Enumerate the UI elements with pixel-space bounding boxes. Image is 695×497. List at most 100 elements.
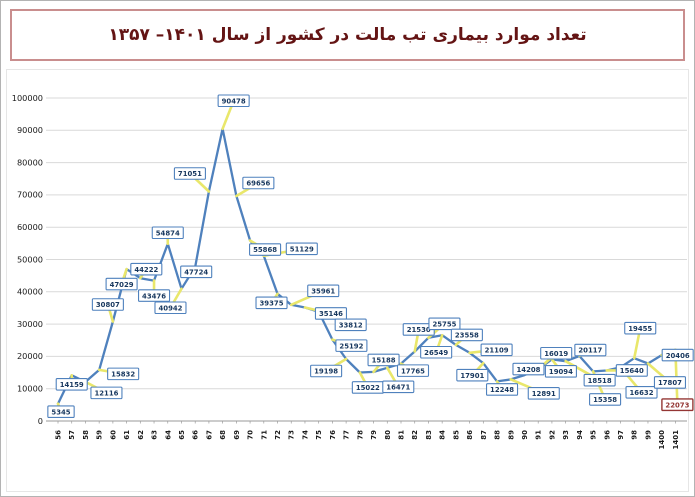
x-tick-label: 97 [617, 430, 625, 440]
x-tick-label: 82 [411, 430, 419, 440]
data-label-box [335, 339, 368, 352]
x-tick-label: 1401 [672, 430, 680, 450]
data-label-value: 51129 [290, 246, 314, 254]
data-label-value: 15188 [372, 357, 396, 365]
data-label-box [180, 265, 213, 279]
data-label-box [255, 296, 288, 310]
data-label-box [285, 242, 318, 256]
x-tick-label: 98 [631, 430, 639, 440]
data-label-box [420, 345, 453, 359]
data-label-box [653, 376, 687, 389]
x-tick-label: 84 [439, 430, 447, 440]
data-label-box [456, 368, 489, 382]
data-label-box [428, 317, 461, 331]
series-line [56, 127, 677, 405]
x-tick-label: 65 [178, 430, 186, 440]
data-label-box [105, 277, 138, 291]
data-label-box [249, 243, 282, 256]
y-tick-label: 0 [38, 416, 43, 426]
data-label-value: 21530 [407, 326, 431, 334]
data-label-value: 54874 [156, 229, 180, 237]
data-label-value: 15640 [620, 367, 644, 375]
data-label-value: 12116 [94, 390, 118, 398]
data-label-box [217, 94, 250, 108]
data-label-box [367, 353, 400, 367]
data-label-value: 17901 [460, 372, 484, 380]
data-label-box [90, 386, 123, 400]
data-label-value: 15832 [111, 371, 135, 379]
data-label-value: 55868 [253, 246, 277, 254]
x-tick-label: 95 [590, 430, 598, 440]
y-tick-label: 40000 [17, 287, 43, 297]
data-label-value: 71051 [178, 170, 202, 178]
data-label-value: 15358 [593, 396, 617, 404]
x-tick-label: 1400 [658, 430, 666, 450]
y-tick-label: 70000 [17, 190, 43, 200]
x-tick-label: 92 [548, 430, 556, 440]
data-label-value: 35961 [311, 288, 335, 296]
y-tick-label: 30000 [17, 319, 43, 329]
data-label-box [382, 380, 415, 394]
data-label-value: 26549 [424, 349, 448, 357]
data-label-value: 16471 [386, 383, 410, 391]
data-label-box [540, 346, 573, 360]
data-label-box [625, 385, 658, 399]
data-label-value: 69656 [246, 180, 270, 188]
y-tick-label: 20000 [17, 351, 43, 361]
data-label-box [130, 262, 163, 276]
data-label-box [661, 348, 694, 362]
x-tick-label: 89 [507, 430, 515, 440]
x-tick-label: 83 [425, 430, 433, 440]
data-label-box [137, 289, 171, 302]
data-label-box [310, 364, 343, 378]
data-label-box-highlighted [661, 398, 694, 412]
data-label-value: 12891 [532, 390, 556, 398]
data-label-value: 30807 [96, 301, 120, 309]
data-label-box [314, 307, 348, 320]
y-tick-label: 100000 [12, 93, 43, 103]
x-tick-label: 64 [164, 430, 172, 440]
y-tick-label: 50000 [17, 254, 43, 264]
data-label-value: 19094 [549, 368, 573, 376]
x-tick-label: 80 [384, 430, 392, 440]
x-tick-label: 74 [301, 430, 309, 440]
data-label-box [151, 226, 184, 240]
x-tick-label: 63 [151, 430, 159, 440]
data-label-box [55, 377, 88, 391]
x-tick-label: 86 [466, 430, 474, 440]
x-tick-label: 57 [68, 430, 76, 440]
data-label-value: 21109 [485, 347, 509, 355]
x-tick-label: 58 [82, 430, 90, 440]
data-label-value: 22073 [665, 401, 689, 409]
x-tick-label: 93 [562, 430, 570, 440]
data-label-value: 17765 [401, 367, 425, 375]
x-tick-label: 67 [205, 430, 213, 440]
x-tick-label: 76 [329, 430, 337, 440]
data-label-value: 40942 [158, 304, 182, 312]
data-label-box [615, 364, 648, 377]
x-tick-label: 81 [398, 430, 406, 440]
x-tick-label: 73 [288, 430, 296, 440]
data-label-value: 25755 [432, 321, 456, 329]
x-tick-label: 60 [109, 430, 117, 440]
data-label-value: 19198 [314, 368, 338, 376]
x-tick-label: 72 [274, 430, 282, 440]
data-label-box [396, 364, 430, 377]
x-tick-label: 85 [452, 430, 460, 440]
data-label-box [173, 167, 206, 180]
x-tick-label: 70 [247, 430, 255, 440]
data-label-box [574, 343, 607, 357]
data-label-value: 18518 [588, 377, 612, 385]
data-label-box [91, 298, 124, 311]
data-label-box [480, 343, 513, 357]
data-label-box [544, 365, 577, 378]
data-label-box [242, 176, 275, 190]
x-tick-label: 88 [494, 430, 502, 440]
data-label-value: 39375 [260, 300, 284, 308]
data-label-value: 14159 [60, 381, 84, 389]
x-tick-label: 71 [260, 430, 268, 440]
data-label-value: 47029 [110, 281, 134, 289]
y-tick-label: 10000 [17, 384, 43, 394]
x-tick-label: 66 [192, 430, 200, 440]
data-label-box [450, 328, 483, 342]
